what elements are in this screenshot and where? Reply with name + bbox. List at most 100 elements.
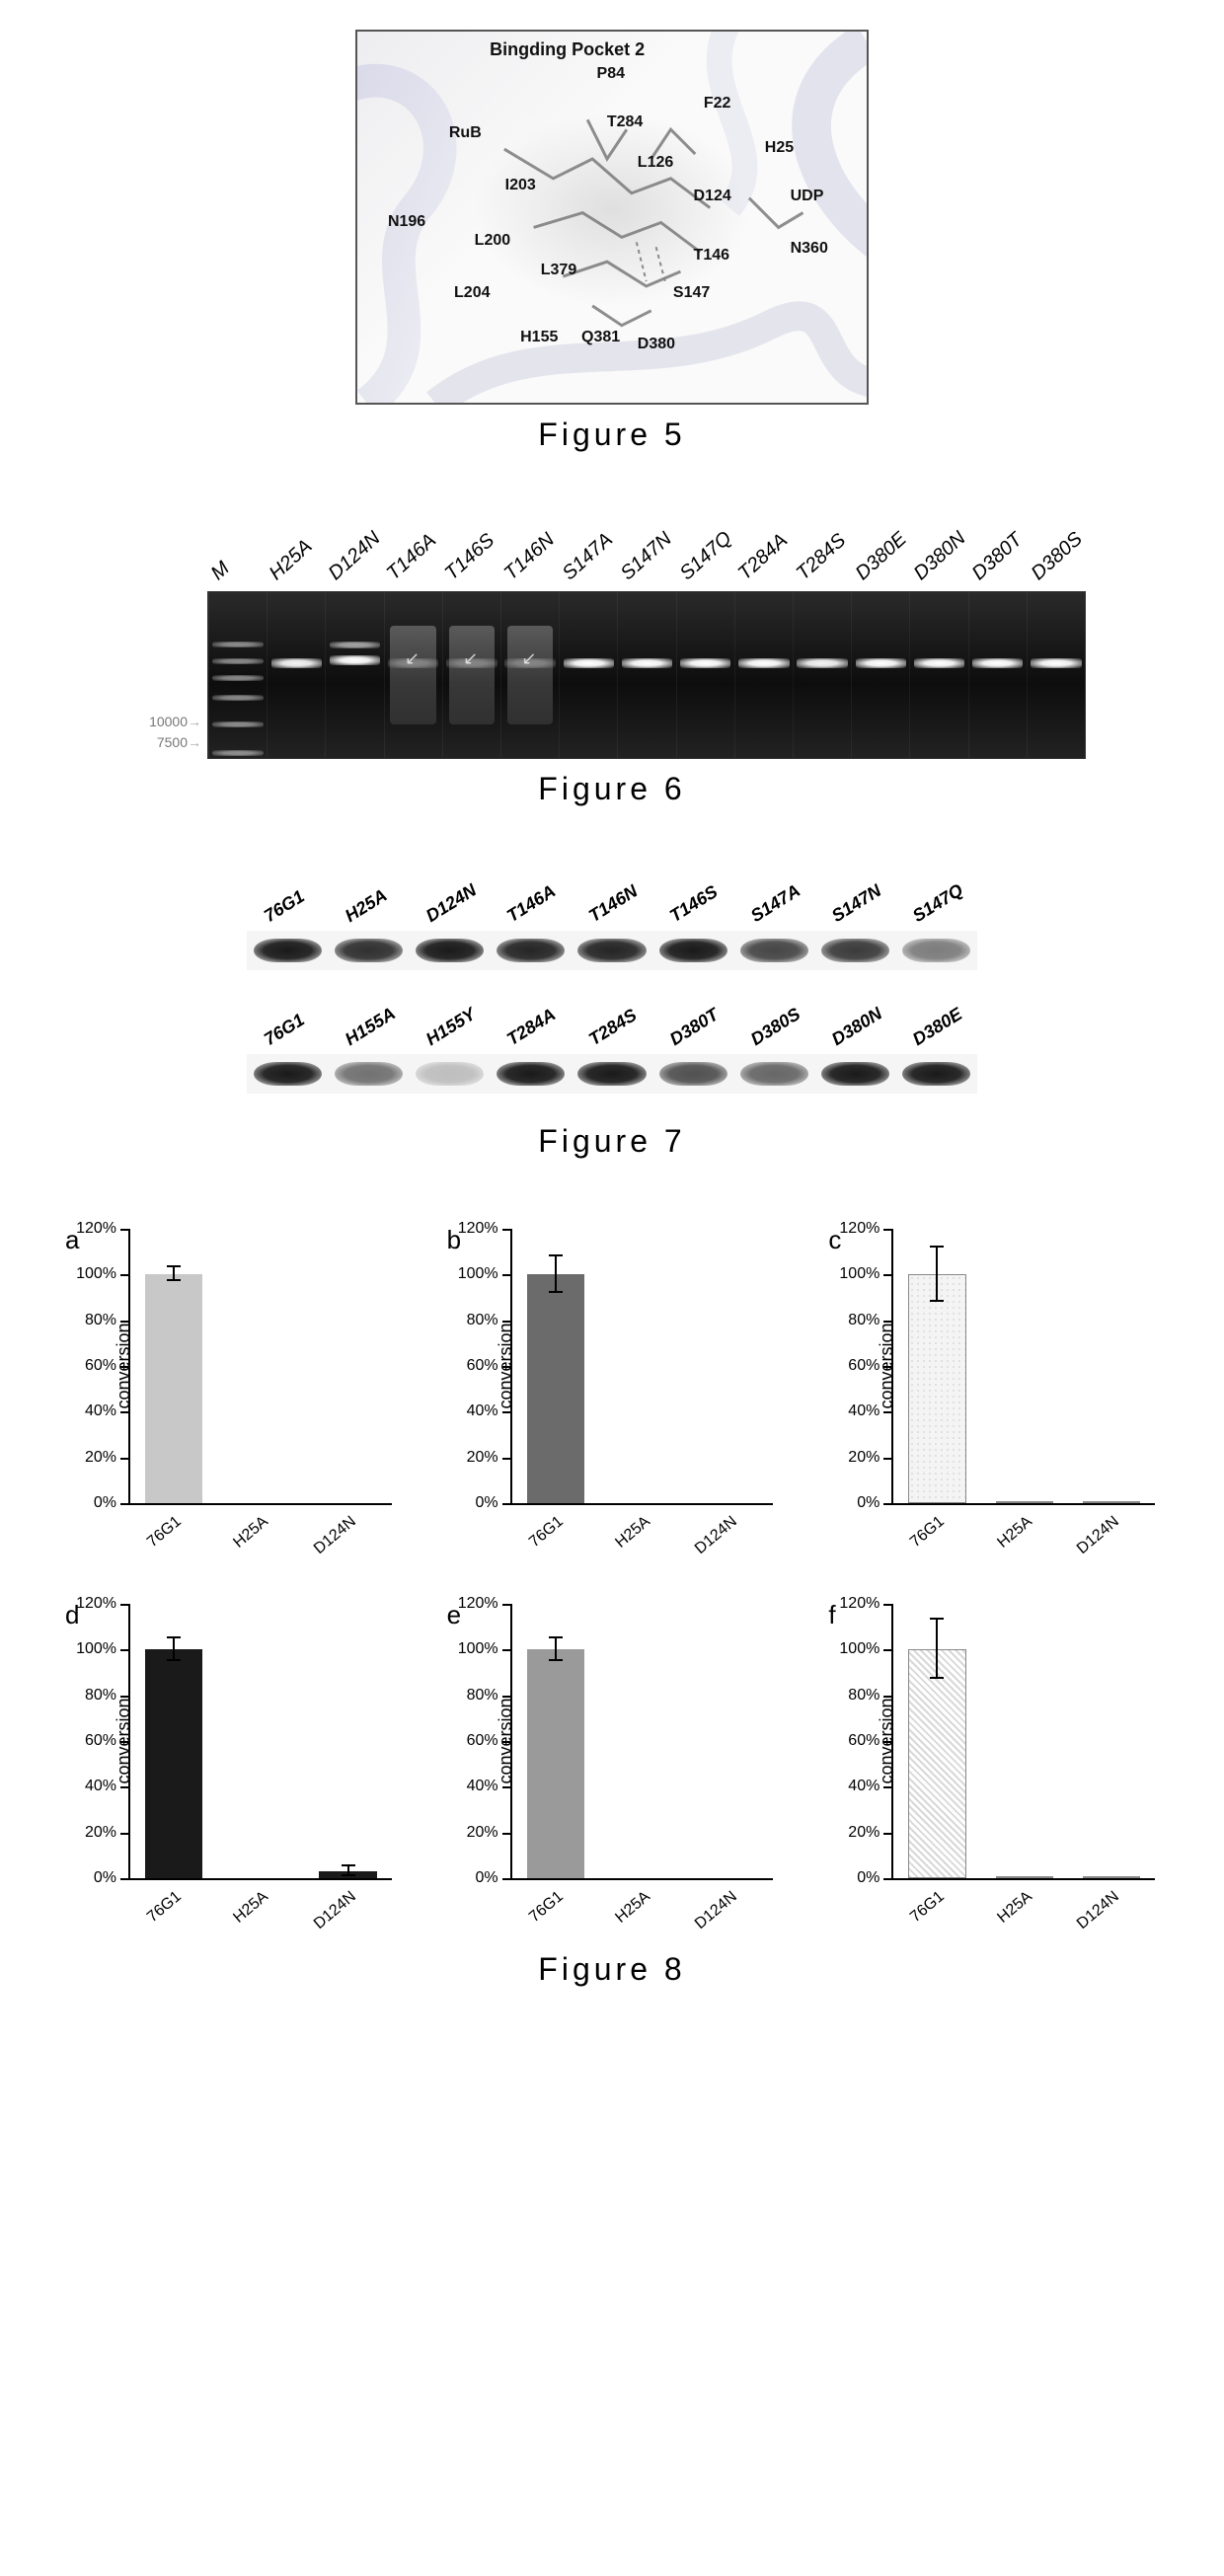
y-tick-label: 40% (85, 1778, 116, 1795)
fig7-label-t284a: T284A (503, 1005, 560, 1050)
y-tick-label: 60% (848, 1732, 880, 1750)
bar-d124n (1083, 1501, 1140, 1503)
fig7-label-t146s: T146S (666, 881, 722, 927)
fig6-lane-d380e (851, 592, 909, 758)
residue-label-l379: L379 (541, 262, 576, 279)
y-tick-label: 100% (839, 1640, 880, 1658)
y-tick-label: 120% (458, 1595, 498, 1613)
residue-label-n196: N196 (388, 213, 425, 231)
residue-label-rub: RuB (449, 124, 482, 142)
y-tick-label: 40% (85, 1402, 116, 1420)
fig6-lane-d380t (968, 592, 1027, 758)
residue-label-d124: D124 (694, 188, 731, 205)
bar-76g1 (145, 1649, 202, 1878)
y-tick-label: 100% (458, 1265, 498, 1283)
figure-8-caption: Figure 8 (39, 1951, 1185, 1988)
plot-area: conversion0%20%40%60%80%100%120%76G1H25A… (128, 1229, 392, 1505)
chart-e: econversion0%20%40%60%80%100%120%76G1H25… (451, 1604, 774, 1939)
figure-7: 76G1H25AD124NT146AT146NT146SS147AS147NS1… (39, 876, 1185, 1160)
residue-label-q381: Q381 (581, 329, 620, 346)
y-tick-label: 20% (848, 1449, 880, 1467)
fig7-band-d380s (740, 1062, 808, 1086)
fig7-band-t146n (577, 939, 646, 962)
x-tick-76g1: 76G1 (907, 1888, 949, 1927)
residue-label-t284: T284 (607, 114, 643, 131)
x-tick-76g1: 76G1 (144, 1888, 186, 1927)
y-tick-label: 120% (458, 1220, 498, 1238)
y-tick-label: 120% (839, 1220, 880, 1238)
residue-label-l200: L200 (475, 232, 510, 250)
bar-h25a (996, 1501, 1053, 1503)
x-tick-h25a: H25A (231, 1513, 272, 1553)
y-tick-label: 40% (848, 1402, 880, 1420)
residue-label-l204: L204 (454, 284, 490, 302)
y-tick-label: 60% (467, 1732, 498, 1750)
fig7-band-d124n (416, 939, 484, 962)
protein-structure-panel: Bingding Pocket 2 P84F22T284RuBH25L126I2… (355, 30, 869, 405)
x-tick-76g1: 76G1 (526, 1888, 568, 1927)
fig6-lane-m (208, 592, 267, 758)
y-tick-label: 120% (76, 1220, 116, 1238)
fig7-band-s147a (740, 939, 808, 962)
plot-area: conversion0%20%40%60%80%100%120%76G1H25A… (891, 1604, 1155, 1880)
y-tick-label: 20% (467, 1824, 498, 1842)
y-tick-label: 120% (839, 1595, 880, 1613)
y-tick-label: 100% (76, 1265, 116, 1283)
fig6-label-d380n: D380N (909, 527, 970, 585)
y-tick-label: 80% (467, 1312, 498, 1329)
x-tick-d124n: D124N (692, 1513, 741, 1558)
marker-10000: 10000 (149, 714, 188, 729)
figure-6: MH25AD124NT146AT146ST146NS147AS147NS147Q… (39, 522, 1185, 807)
figure-5: Bingding Pocket 2 P84F22T284RuBH25L126I2… (39, 30, 1185, 453)
y-tick-label: 20% (85, 1824, 116, 1842)
y-tick-label: 20% (467, 1449, 498, 1467)
residue-label-i203: I203 (505, 177, 536, 194)
pocket-title: Bingding Pocket 2 (490, 39, 645, 60)
y-tick-label: 80% (85, 1687, 116, 1705)
fig7-label-t284s: T284S (584, 1005, 640, 1050)
fig7-band-d380t (659, 1062, 727, 1086)
x-tick-d124n: D124N (310, 1888, 359, 1933)
x-tick-h25a: H25A (994, 1888, 1035, 1928)
residue-label-t146: T146 (694, 247, 729, 265)
fig7-label-s147q: S147Q (909, 879, 967, 927)
residue-label-d380: D380 (638, 336, 675, 353)
y-tick-label: 0% (476, 1494, 498, 1512)
fig6-lane-d380s (1027, 592, 1085, 758)
x-tick-76g1: 76G1 (526, 1513, 568, 1552)
bar-h25a (996, 1876, 1053, 1878)
y-tick-label: 0% (857, 1869, 880, 1887)
y-tick-label: 100% (458, 1640, 498, 1658)
plot-area: conversion0%20%40%60%80%100%120%76G1H25A… (891, 1229, 1155, 1505)
fig6-lane-t284a (734, 592, 793, 758)
y-tick-label: 80% (848, 1312, 880, 1329)
chart-b: bconversion0%20%40%60%80%100%120%76G1H25… (451, 1229, 774, 1564)
fig6-size-markers: 10000→ 7500→ (138, 658, 207, 692)
fig7-band-76g1 (254, 1062, 322, 1086)
fig6-label-d380e: D380E (851, 528, 911, 585)
fig6-lane-s147a (559, 592, 617, 758)
y-tick-label: 0% (94, 1494, 116, 1512)
fig7-label-76g1: 76G1 (261, 1010, 308, 1050)
fig6-lane-d380n (909, 592, 967, 758)
fig6-lane-s147n (617, 592, 675, 758)
fig7-row-1: 76G1H155AH155YT284AT284SD380TD380SD380ND… (247, 1000, 977, 1094)
x-tick-h25a: H25A (231, 1888, 272, 1928)
residue-label-n360: N360 (791, 240, 828, 258)
fig7-label-h155a: H155A (342, 1003, 400, 1050)
fig7-label-t146n: T146N (584, 881, 641, 927)
fig6-label-s147q: S147Q (675, 527, 736, 585)
fig7-band-t146a (497, 939, 565, 962)
x-tick-d124n: D124N (1074, 1513, 1123, 1558)
fig6-label-t146n: T146N (499, 529, 559, 585)
fig6-lane-s147q (676, 592, 734, 758)
x-tick-h25a: H25A (612, 1513, 653, 1553)
fig6-label-m: M (206, 558, 234, 585)
bar-76g1 (527, 1274, 584, 1503)
fig6-lane-d124n (325, 592, 383, 758)
fig7-label-d380e: D380E (909, 1004, 966, 1050)
residue-label-h25: H25 (765, 139, 794, 157)
y-tick-label: 80% (467, 1687, 498, 1705)
y-tick-label: 0% (857, 1494, 880, 1512)
bar-76g1 (145, 1274, 202, 1503)
